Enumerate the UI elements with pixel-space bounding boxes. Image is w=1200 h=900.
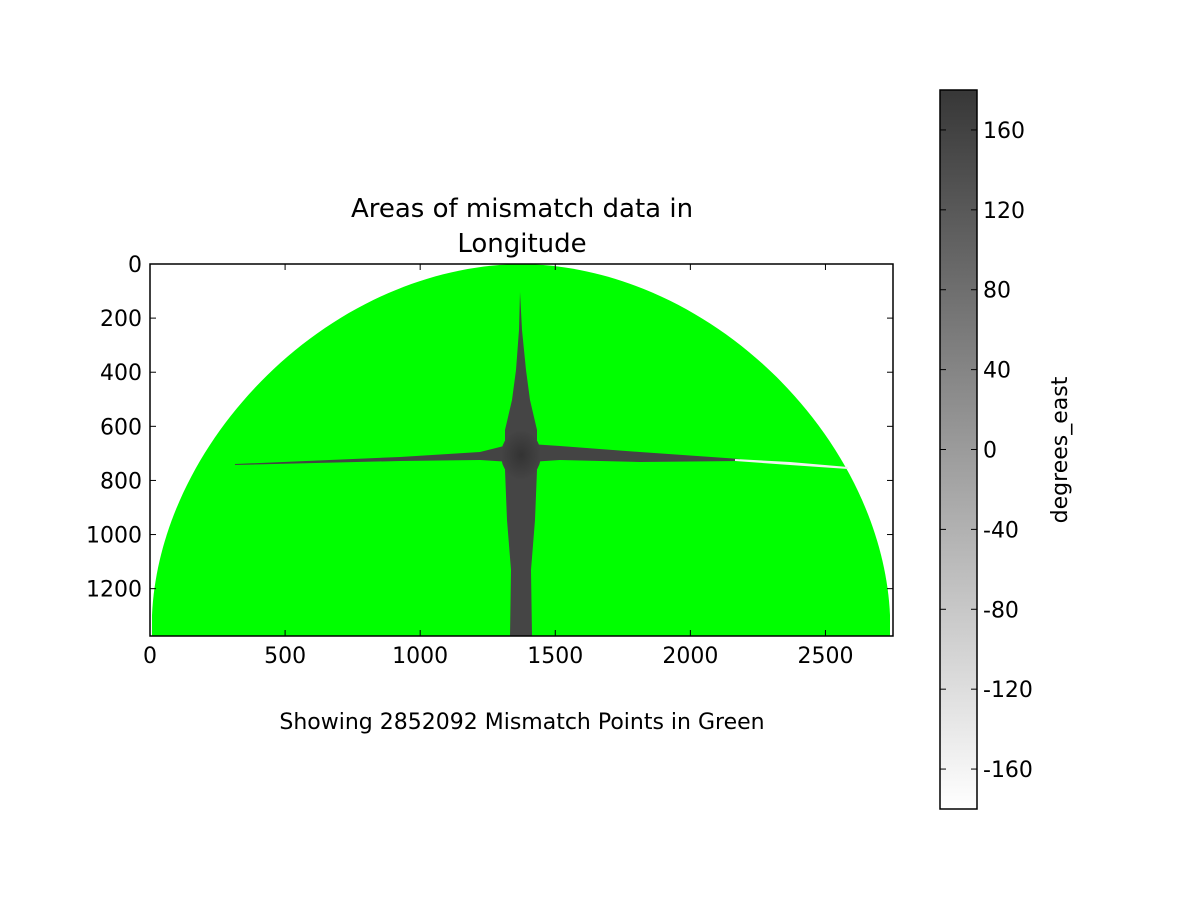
colorbar-tick-label: 0 [983,439,997,464]
y-tick-label: 600 [100,415,142,440]
x-tick-label: 0 [143,644,157,669]
colorbar-gradient [939,89,978,810]
chart-title-line-1: Areas of mismatch data in [351,194,693,224]
colorbar-tick-label: 80 [983,279,1011,304]
colorbar-tick-label: -160 [983,758,1033,783]
y-tick-label: 800 [100,469,142,494]
longitude-band-horizontal [235,444,740,465]
y-ticks: 0 200 400 600 800 1000 1200 [86,253,893,603]
chart-title-line-2: Longitude [457,229,586,259]
longitude-core [501,431,541,479]
x-tick-label: 1000 [392,644,448,669]
longitude-band-light [735,459,848,469]
x-tick-label: 1500 [527,644,583,669]
colorbar-tick-label: -40 [983,518,1019,543]
x-tick-label: 2500 [797,644,853,669]
x-ticks: 0 500 1000 1500 2000 2500 [143,264,853,669]
heatmap-image [152,264,890,636]
y-tick-label: 400 [100,361,142,386]
x-axis-label: Showing 2852092 Mismatch Points in Green [279,710,764,735]
y-tick-label: 200 [100,307,142,332]
y-tick-label: 1200 [86,578,142,603]
colorbar-tick-label: 160 [983,119,1025,144]
plot-frame [149,263,894,637]
colorbar-tick-label: 120 [983,199,1025,224]
colorbar-tick-label: -120 [983,678,1033,703]
x-tick-label: 500 [264,644,306,669]
y-tick-label: 1000 [86,524,142,549]
colorbar-tick-label: -80 [983,598,1019,623]
y-tick-label: 0 [128,253,142,278]
colorbar-tick-label: 40 [983,359,1011,384]
colorbar-ticks: 160 120 80 40 0 -40 -80 -120 -160 [940,119,1033,783]
x-tick-label: 2000 [662,644,718,669]
plot-area: 0 500 1000 1500 2000 2500 0 200 400 600 800 1000 12… [86,253,894,669]
colorbar-label: degrees_east [1048,376,1073,523]
colorbar: 160 120 80 40 0 -40 -80 -120 -160 degrees_east [939,89,1073,810]
